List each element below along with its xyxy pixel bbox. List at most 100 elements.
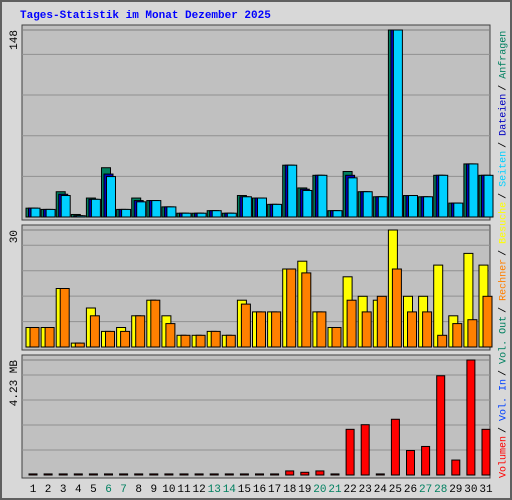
bar — [209, 473, 219, 476]
bar — [74, 342, 85, 348]
bar — [165, 323, 176, 348]
bar — [135, 315, 146, 348]
bar — [482, 295, 493, 348]
x-tick-label: 12 — [192, 484, 205, 496]
bar — [194, 473, 204, 476]
panel — [21, 24, 491, 221]
x-tick-label: 22 — [343, 484, 356, 496]
bar — [361, 311, 372, 348]
legend-separator: / — [498, 307, 510, 313]
bar — [436, 375, 446, 476]
bar — [270, 473, 280, 476]
bar — [332, 210, 343, 218]
bar — [287, 164, 298, 218]
bar — [316, 311, 327, 348]
bar — [75, 215, 86, 218]
bar — [331, 327, 342, 348]
x-tick-label: 25 — [389, 484, 402, 496]
bar — [73, 473, 83, 476]
x-tick-label: 16 — [253, 484, 266, 496]
bar — [451, 459, 461, 476]
bar — [151, 200, 162, 218]
x-tick-label: 5 — [90, 484, 97, 496]
x-tick-label: 6 — [105, 484, 112, 496]
bar — [195, 334, 206, 348]
bar — [345, 428, 355, 476]
bar — [106, 176, 116, 218]
x-tick-label: 17 — [268, 484, 281, 496]
bar — [44, 327, 55, 348]
bar — [29, 327, 40, 348]
bar — [286, 268, 297, 348]
bar — [467, 319, 478, 348]
bar — [196, 212, 207, 218]
bar — [437, 334, 448, 348]
bar — [45, 208, 56, 218]
x-tick-label: 2 — [45, 484, 52, 496]
bar — [452, 323, 463, 348]
bar — [119, 473, 129, 476]
bar — [179, 473, 189, 476]
bar — [453, 202, 464, 218]
bar — [90, 198, 101, 218]
bar — [60, 195, 71, 218]
bar — [149, 473, 159, 476]
bar — [257, 197, 267, 218]
bar — [315, 470, 325, 476]
x-tick-label: 9 — [150, 484, 157, 496]
bar — [225, 334, 236, 348]
bar — [89, 315, 100, 348]
legend-entry: Vol. In — [498, 379, 510, 421]
bar — [468, 163, 479, 218]
bar — [391, 268, 402, 348]
bar — [164, 473, 174, 476]
bar — [210, 330, 221, 348]
bar — [423, 196, 434, 218]
bar — [407, 311, 417, 348]
legend-separator: / — [498, 85, 510, 91]
bar — [120, 330, 131, 348]
bar — [134, 473, 144, 476]
bar — [28, 473, 38, 476]
bar — [180, 334, 191, 348]
x-tick-label: 11 — [177, 484, 191, 496]
x-tick-label: 1 — [30, 484, 37, 496]
bar — [285, 470, 295, 476]
legend-entry: Volumen — [498, 436, 510, 478]
bar — [376, 295, 387, 348]
x-tick-label: 14 — [223, 484, 237, 496]
bar — [422, 311, 433, 348]
bar — [346, 299, 357, 348]
x-tick-label: 30 — [464, 484, 477, 496]
bar — [362, 191, 373, 218]
bar — [481, 428, 491, 476]
x-tick-label: 21 — [328, 484, 342, 496]
legend: Volumen / Vol. In / Vol. Out / Rechner / Besuche… — [498, 31, 510, 478]
bar — [43, 473, 53, 476]
bar — [300, 471, 310, 476]
x-tick-label: 23 — [359, 484, 372, 496]
legend-entry: Seiten — [498, 151, 510, 187]
bar — [241, 196, 252, 218]
bar — [59, 288, 70, 348]
bar — [301, 272, 312, 348]
x-tick-label: 27 — [419, 484, 432, 496]
legend-separator: / — [498, 142, 510, 148]
x-tick-label: 4 — [75, 484, 82, 496]
x-tick-label: 26 — [404, 484, 417, 496]
bar — [347, 177, 358, 218]
y-tick-label: 30 — [9, 230, 21, 243]
bar — [406, 450, 415, 476]
legend-entry: Vol. Out — [498, 316, 510, 364]
bar — [421, 445, 431, 476]
x-tick-label: 24 — [374, 484, 388, 496]
bar — [433, 264, 444, 348]
bar — [239, 473, 249, 476]
bar — [360, 424, 370, 476]
bar — [104, 473, 113, 476]
x-tick-label: 20 — [313, 484, 326, 496]
legend-separator: / — [498, 250, 510, 256]
legend-entry: Besuche — [498, 202, 510, 244]
legend-separator: / — [498, 427, 510, 433]
